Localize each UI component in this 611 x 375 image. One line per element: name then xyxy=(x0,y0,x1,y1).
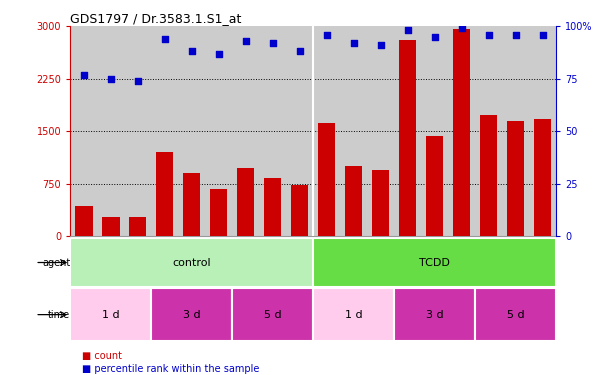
Bar xyxy=(152,288,232,341)
Bar xyxy=(102,217,120,236)
Bar xyxy=(313,288,394,341)
Bar xyxy=(372,170,389,236)
Bar xyxy=(210,189,227,236)
Bar xyxy=(475,288,556,341)
Text: 5 d: 5 d xyxy=(264,310,282,320)
Bar xyxy=(313,238,556,287)
Text: 3 d: 3 d xyxy=(426,310,444,320)
Text: 5 d: 5 d xyxy=(507,310,524,320)
Bar xyxy=(75,206,92,236)
Bar xyxy=(426,136,444,236)
Point xyxy=(322,32,332,38)
Bar xyxy=(70,238,313,287)
Text: 1 d: 1 d xyxy=(102,310,120,320)
Bar xyxy=(534,118,551,236)
Point xyxy=(376,42,386,48)
Text: ■ count: ■ count xyxy=(82,351,122,361)
Point xyxy=(430,34,439,40)
Bar xyxy=(183,173,200,236)
Bar xyxy=(232,288,313,341)
Point xyxy=(538,32,547,38)
Point xyxy=(349,40,359,46)
Point xyxy=(268,40,277,46)
Bar xyxy=(318,123,335,236)
Point xyxy=(484,32,494,38)
Bar xyxy=(399,40,416,236)
Bar xyxy=(507,121,524,236)
Bar xyxy=(70,288,151,341)
Bar xyxy=(237,168,254,236)
Bar xyxy=(480,115,497,236)
Bar xyxy=(129,217,147,236)
Point xyxy=(456,26,466,32)
Point xyxy=(79,72,89,78)
Text: time: time xyxy=(48,310,70,320)
Text: 1 d: 1 d xyxy=(345,310,362,320)
Text: ■ percentile rank within the sample: ■ percentile rank within the sample xyxy=(82,364,260,374)
Text: GDS1797 / Dr.3583.1.S1_at: GDS1797 / Dr.3583.1.S1_at xyxy=(70,12,241,25)
Bar xyxy=(291,185,309,236)
Point xyxy=(187,48,197,54)
Point xyxy=(214,51,224,57)
Point xyxy=(295,48,304,54)
Text: TCDD: TCDD xyxy=(419,258,450,267)
Bar xyxy=(156,152,174,236)
Point xyxy=(106,76,115,82)
Bar xyxy=(345,166,362,236)
Bar xyxy=(394,288,475,341)
Point xyxy=(160,36,170,42)
Bar xyxy=(453,29,470,236)
Point xyxy=(403,27,412,33)
Point xyxy=(511,32,521,38)
Bar xyxy=(264,178,282,236)
Point xyxy=(133,78,142,84)
Text: 3 d: 3 d xyxy=(183,310,200,320)
Point xyxy=(241,38,251,44)
Text: agent: agent xyxy=(42,258,70,267)
Text: control: control xyxy=(172,258,211,267)
